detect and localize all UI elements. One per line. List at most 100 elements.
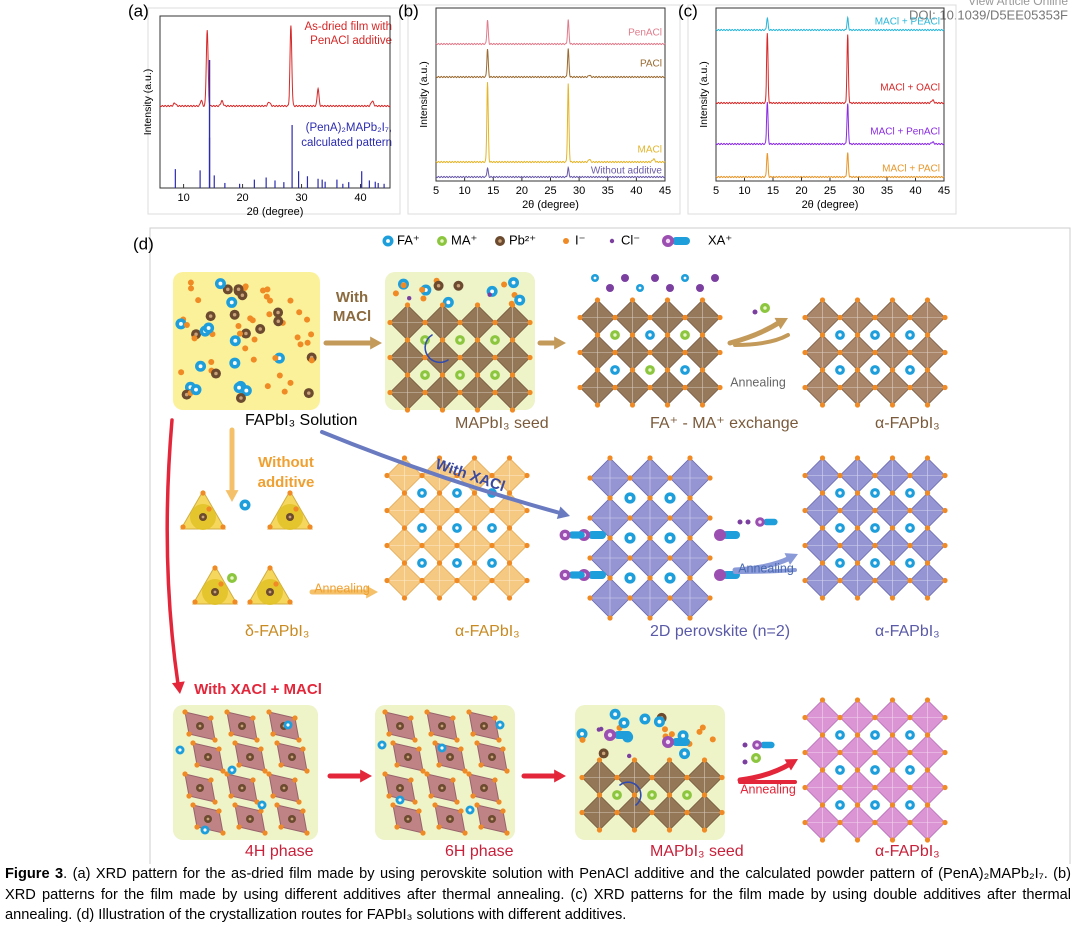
octahedron-edge bbox=[652, 760, 687, 795]
i-ion bbox=[924, 525, 931, 531]
fa-core bbox=[638, 286, 642, 290]
i-ion bbox=[262, 768, 268, 774]
i-ion bbox=[594, 367, 601, 373]
fa-core bbox=[648, 333, 652, 337]
pb-core bbox=[288, 515, 292, 519]
i-ion bbox=[664, 367, 671, 373]
i-ion bbox=[802, 314, 808, 321]
fa-core bbox=[194, 387, 198, 392]
octahedron-edge bbox=[580, 300, 615, 335]
i-ion bbox=[208, 358, 215, 365]
x-tick-label: 10 bbox=[459, 185, 471, 197]
i-ion bbox=[837, 714, 843, 721]
i-ion bbox=[195, 297, 202, 304]
pb-core bbox=[213, 590, 217, 594]
i-ion bbox=[281, 388, 288, 395]
i-ion bbox=[687, 575, 693, 581]
fa-core bbox=[873, 803, 877, 807]
i-ion bbox=[924, 490, 931, 496]
pb-core bbox=[206, 755, 210, 759]
octahedron-edge bbox=[910, 528, 945, 563]
x-tick-label: 30 bbox=[852, 185, 864, 197]
arrow-head bbox=[554, 769, 566, 783]
ma-core bbox=[683, 333, 687, 337]
i-ion bbox=[263, 293, 270, 300]
octahedron-edge bbox=[875, 700, 910, 735]
cl-ion bbox=[487, 292, 492, 297]
octahedron-edge bbox=[650, 335, 685, 370]
fa-core bbox=[233, 338, 238, 343]
i-ion bbox=[496, 737, 502, 743]
i-ion bbox=[701, 757, 708, 763]
x-tick-label: 35 bbox=[881, 185, 893, 197]
stage-label: FAPbI₃ Solution bbox=[245, 412, 357, 429]
i-ion bbox=[462, 768, 468, 774]
fa-core bbox=[232, 361, 237, 365]
stage-label: α-FAPbI₃ bbox=[875, 623, 940, 640]
i-ion bbox=[872, 384, 878, 391]
octahedron-edge bbox=[685, 300, 720, 335]
octahedron-edge bbox=[875, 805, 910, 840]
fa-core bbox=[683, 276, 687, 280]
i-ion bbox=[220, 524, 226, 530]
i-ion bbox=[854, 402, 861, 408]
pb-core bbox=[440, 724, 444, 728]
fa-core bbox=[908, 803, 912, 807]
i-ion bbox=[474, 802, 480, 808]
octahedron-edge bbox=[875, 493, 910, 528]
i-ion bbox=[854, 595, 861, 601]
i-ion bbox=[819, 402, 826, 408]
i-ion bbox=[420, 295, 427, 302]
ma-core bbox=[763, 306, 767, 310]
ma-core bbox=[458, 373, 462, 377]
i-ion bbox=[419, 507, 425, 514]
i-ion bbox=[924, 560, 931, 566]
i-ion bbox=[474, 337, 481, 343]
i-ion bbox=[509, 372, 516, 378]
x-tick-label: 40 bbox=[909, 185, 921, 197]
i-ion bbox=[872, 542, 878, 549]
i-ion bbox=[454, 577, 460, 584]
i-ion bbox=[607, 575, 613, 581]
i-ion bbox=[492, 715, 498, 721]
i-ion bbox=[889, 732, 896, 738]
pb-core bbox=[268, 590, 272, 594]
i-ion bbox=[182, 709, 188, 715]
fa-core bbox=[668, 536, 672, 540]
i-ion bbox=[506, 525, 513, 531]
i-ion bbox=[506, 560, 513, 566]
i-ion bbox=[563, 238, 569, 244]
i-ion bbox=[627, 475, 633, 481]
x-tick-label: 20 bbox=[236, 192, 248, 204]
i-ion bbox=[390, 802, 396, 808]
octahedron-edge bbox=[630, 458, 670, 498]
i-ion bbox=[802, 714, 808, 721]
i-ion bbox=[247, 315, 254, 322]
i-ion bbox=[387, 389, 393, 396]
octahedron-edge bbox=[805, 770, 840, 805]
i-ion bbox=[404, 337, 411, 343]
i-ion bbox=[258, 808, 264, 814]
octahedron-edge bbox=[805, 563, 840, 598]
fa-core bbox=[682, 751, 687, 756]
fa-core bbox=[440, 746, 444, 750]
i-ion bbox=[907, 349, 913, 356]
i-ion bbox=[717, 349, 723, 356]
i-ion bbox=[942, 384, 948, 391]
i-ion bbox=[802, 577, 808, 584]
trace-label: MACl + OACl bbox=[880, 83, 940, 94]
i-ion bbox=[188, 285, 195, 292]
fa-core bbox=[908, 491, 912, 495]
octahedron-edge bbox=[630, 538, 670, 578]
i-ion bbox=[404, 407, 411, 413]
i-ion bbox=[837, 384, 843, 391]
i-ion bbox=[292, 777, 298, 783]
ma-core bbox=[493, 373, 497, 377]
arrow-head bbox=[774, 317, 788, 330]
i-ion bbox=[579, 736, 586, 743]
xa-tail bbox=[588, 531, 606, 539]
i-ion bbox=[401, 595, 408, 601]
i-ion bbox=[924, 332, 931, 338]
i-ion bbox=[287, 490, 293, 496]
octahedron-edge bbox=[425, 340, 460, 375]
